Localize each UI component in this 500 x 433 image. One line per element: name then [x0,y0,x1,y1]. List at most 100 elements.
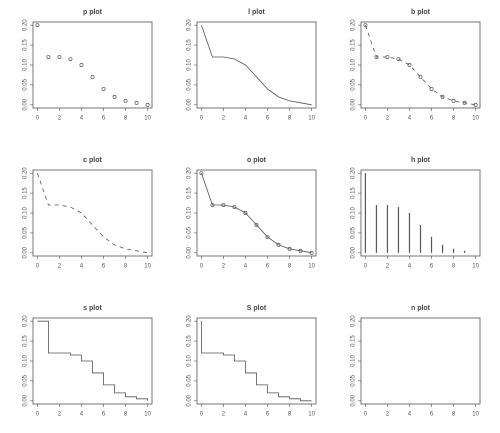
x-tick-label: 8 [288,264,292,270]
x-tick-label: 2 [386,116,390,122]
data-point [35,23,40,28]
x-tick-label: 0 [364,412,368,418]
y-tick-label: 0.15 [351,39,357,51]
x-tick-label: 8 [124,264,128,270]
plot-frame [360,21,481,109]
x-tick-label: 8 [288,116,292,122]
x-tick-label: 4 [408,264,412,270]
y-tick-label: 0.00 [351,394,357,406]
y-tick-label: 0.10 [187,355,193,367]
chart-title: h plot [411,157,431,164]
x-tick-label: 4 [80,116,84,122]
data-line [365,25,476,106]
data-point [221,203,226,207]
x-tick-label: 10 [472,412,479,418]
x-tick-label: 6 [430,264,434,270]
x-tick-label: 4 [80,264,84,270]
x-tick-label: 10 [308,412,315,418]
x-tick-label: 6 [430,412,434,418]
y-tick-label: 0.00 [351,246,357,258]
data-line [37,173,148,254]
data-point [123,98,128,103]
x-tick-label: 0 [200,264,204,270]
data-point [374,55,379,59]
chart-title: S plot [247,305,267,312]
y-tick-label: 0.10 [351,207,357,219]
data-point [210,203,215,207]
data-point [462,100,467,105]
data-line [201,173,312,254]
y-tick-label: 0.00 [23,394,29,406]
x-tick-label: 6 [266,116,270,122]
x-tick-label: 10 [472,116,479,122]
chart-title: p plot [83,9,103,16]
x-tick-label: 8 [452,412,456,418]
data-point [451,98,456,103]
data-point [254,222,259,227]
x-tick-label: 4 [408,412,412,418]
x-tick-label: 4 [80,412,84,418]
data-point [112,94,117,99]
y-tick-label: 0.20 [351,19,357,31]
chart-title: l plot [248,9,265,16]
y-tick-label: 0.05 [351,78,357,90]
y-tick-label: 0.20 [23,19,29,31]
data-point [265,234,270,239]
data-point [287,246,292,251]
chart-title: n plot [411,305,431,312]
x-tick-label: 4 [408,116,412,122]
x-tick-label: 0 [36,412,40,418]
data-point [46,55,51,59]
y-tick-label: 0.05 [23,226,29,238]
x-tick-label: 10 [144,264,151,270]
chart-title: s plot [83,305,102,312]
x-tick-label: 2 [386,412,390,418]
step-line [201,321,312,402]
data-line [201,25,312,106]
x-tick-label: 4 [244,116,248,122]
y-tick-label: 0.05 [23,374,29,386]
x-tick-label: 6 [266,412,270,418]
y-tick-label: 0.05 [187,226,193,238]
chart-title: o plot [247,157,267,164]
y-tick-label: 0.15 [23,335,29,347]
y-tick-label: 0.00 [23,98,29,110]
y-tick-label: 0.15 [187,335,193,347]
y-tick-label: 0.10 [351,59,357,71]
x-tick-label: 2 [222,412,226,418]
x-tick-label: 8 [452,116,456,122]
x-tick-label: 8 [124,412,128,418]
x-tick-label: 8 [288,412,292,418]
y-tick-label: 0.20 [23,167,29,179]
y-tick-label: 0.05 [23,78,29,90]
data-point [473,102,478,107]
y-tick-label: 0.10 [187,59,193,71]
x-tick-label: 0 [200,412,204,418]
chart-title: b plot [411,9,431,16]
y-tick-label: 0.00 [351,98,357,110]
data-point [57,55,62,59]
data-point [276,242,281,247]
y-tick-label: 0.20 [351,167,357,179]
data-point [134,100,139,105]
y-tick-label: 0.20 [23,315,29,327]
plot-frame [32,21,153,109]
x-tick-label: 2 [58,264,62,270]
plot-frame [196,169,317,257]
y-tick-label: 0.20 [351,315,357,327]
y-tick-label: 0.00 [187,98,193,110]
x-tick-label: 6 [102,412,106,418]
y-tick-label: 0.15 [351,335,357,347]
x-tick-label: 10 [308,264,315,270]
data-point [243,211,248,215]
data-point [429,86,434,91]
x-tick-label: 4 [244,264,248,270]
chart-title: c plot [83,157,102,164]
data-point [407,63,412,67]
x-tick-label: 0 [364,264,368,270]
y-tick-label: 0.10 [23,355,29,367]
y-tick-label: 0.15 [187,187,193,199]
x-tick-label: 10 [308,116,315,122]
y-tick-label: 0.05 [351,374,357,386]
